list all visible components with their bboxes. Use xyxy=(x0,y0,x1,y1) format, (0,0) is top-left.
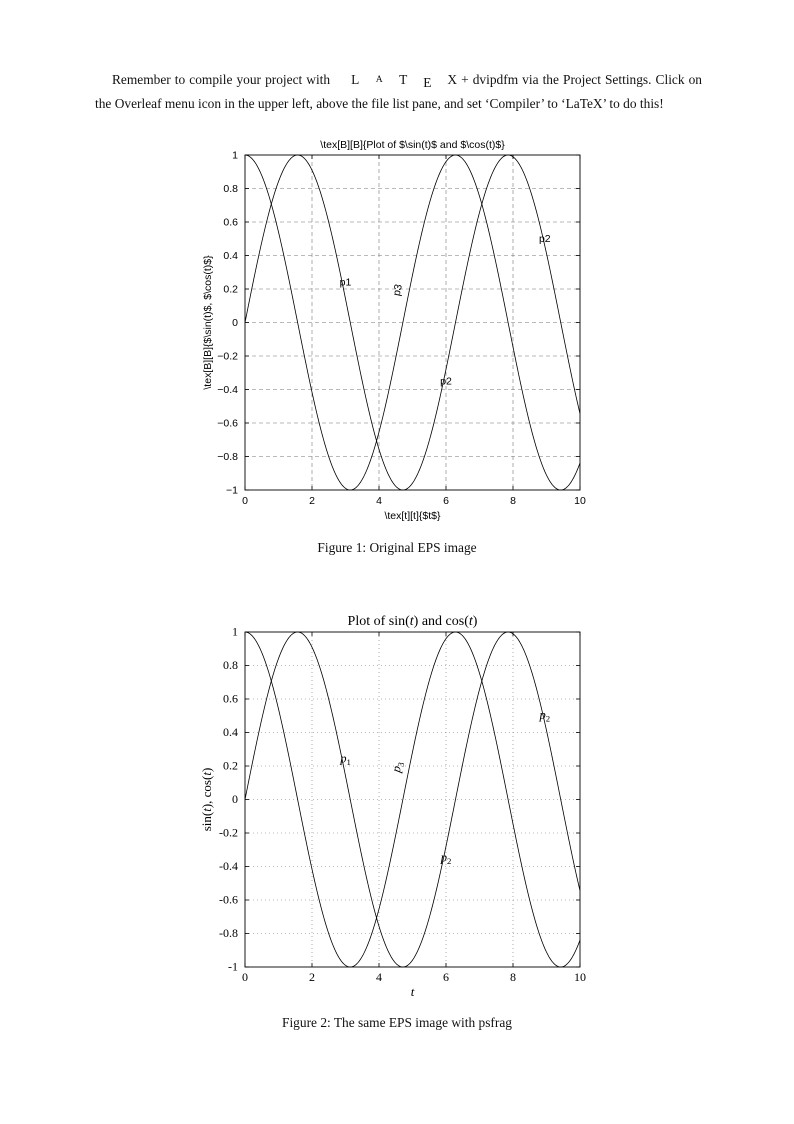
x-tick-label: 6 xyxy=(443,495,449,507)
y-tick-label: 0.4 xyxy=(223,725,238,739)
y-tick-label: 0.4 xyxy=(223,250,238,262)
curve-cos xyxy=(244,154,581,491)
latex-logo-e: E xyxy=(423,74,432,90)
curve-sin xyxy=(244,631,581,968)
y-tick-label: -0.2 xyxy=(219,826,238,840)
x-tick-label: 4 xyxy=(376,970,382,984)
curve-sin xyxy=(244,154,581,491)
y-tick-label: 0.8 xyxy=(223,183,238,195)
x-tick-label: 0 xyxy=(242,970,248,984)
figure2-plot: 0 2 4 6 8 10 -1 -0.8 -0.6 -0.4 -0.2 0 0.2 0.4 0.6 0.8 1 P… xyxy=(185,612,615,1012)
figure2-caption: Figure 2: The same EPS image with psfrag xyxy=(282,1015,512,1030)
curve-cos xyxy=(244,631,581,968)
y-tick-label: 0.8 xyxy=(223,658,238,672)
y-tick-label: -0.6 xyxy=(219,893,238,907)
y-tick-label: 0.6 xyxy=(223,217,238,229)
y-tick-label: 0.6 xyxy=(223,692,238,706)
y-tick-label: 0.2 xyxy=(223,284,238,296)
y-tick-label: −0.2 xyxy=(217,351,238,363)
y-tick-label: −0.8 xyxy=(217,451,238,463)
intro-text-pre: Remember to compile your project with xyxy=(112,72,335,88)
y-tick-label: −0.6 xyxy=(217,418,238,430)
y-tick-label: -0.4 xyxy=(219,859,238,873)
y-tick-label: -0.8 xyxy=(219,926,238,940)
y-tick-label: −0.4 xyxy=(217,384,238,396)
y-tick-label: 1 xyxy=(232,150,238,162)
chart-title: \tex[B][B]{Plot of $\sin(t)$ and $\cos(t… xyxy=(320,139,505,151)
intro-text-post: + dvipdfm via the Project Settings. Clic… xyxy=(95,72,702,111)
figure1-caption: Figure 1: Original EPS image xyxy=(317,540,477,555)
x-tick-label: 0 xyxy=(242,495,248,507)
y-tick-label: 0 xyxy=(232,317,238,329)
x-tick-label: 10 xyxy=(574,495,586,507)
x-tick-label: 2 xyxy=(309,970,315,984)
annotation-p2: p2 xyxy=(539,233,551,245)
x-axis-label: \tex[t][t]{$t$} xyxy=(384,510,441,522)
latex-logo-l: L xyxy=(351,72,360,88)
y-tick-label: 0.2 xyxy=(223,759,238,773)
intro-paragraph: Remember to compile your project with L A… xyxy=(95,69,702,114)
y-tick-label: -1 xyxy=(228,960,238,974)
annotation-p3: p3 xyxy=(389,760,407,775)
y-tick-label: 1 xyxy=(232,625,238,639)
annotation-p2: p2 xyxy=(539,708,551,724)
y-tick-label: −1 xyxy=(226,485,238,497)
y-axis-label: \tex[B][B]{$\sin(t)$, $\cos(t)$} xyxy=(202,255,214,390)
y-tick-label: 0 xyxy=(232,792,238,806)
figure1-plot: 0 2 4 6 8 10 −1 −0.8 −0.6 −0.4 −0.2 0 0.2 0.4 0.6 0.8 1 \… xyxy=(185,135,615,535)
x-axis-label: t xyxy=(411,984,415,999)
x-tick-label: 4 xyxy=(376,495,382,507)
x-tick-label: 2 xyxy=(309,495,315,507)
chart-title: Plot of sin(t) and cos(t) xyxy=(348,614,478,629)
annotation-p2: p2 xyxy=(440,375,452,387)
x-tick-label: 6 xyxy=(443,970,449,984)
latex-logo-t: T xyxy=(399,72,408,88)
annotation-p3: p3 xyxy=(391,283,405,297)
latex-logo-a: A xyxy=(375,74,383,85)
annotation-p1: p1 xyxy=(340,277,352,289)
y-axis-label: sin(t), cos(t) xyxy=(199,768,214,832)
annotation-p1: p1 xyxy=(339,752,351,768)
x-tick-label: 10 xyxy=(574,970,586,984)
annotation-p2: p2 xyxy=(440,850,452,866)
x-tick-label: 8 xyxy=(510,970,516,984)
x-tick-label: 8 xyxy=(510,495,516,507)
latex-logo-x: X xyxy=(447,72,458,88)
